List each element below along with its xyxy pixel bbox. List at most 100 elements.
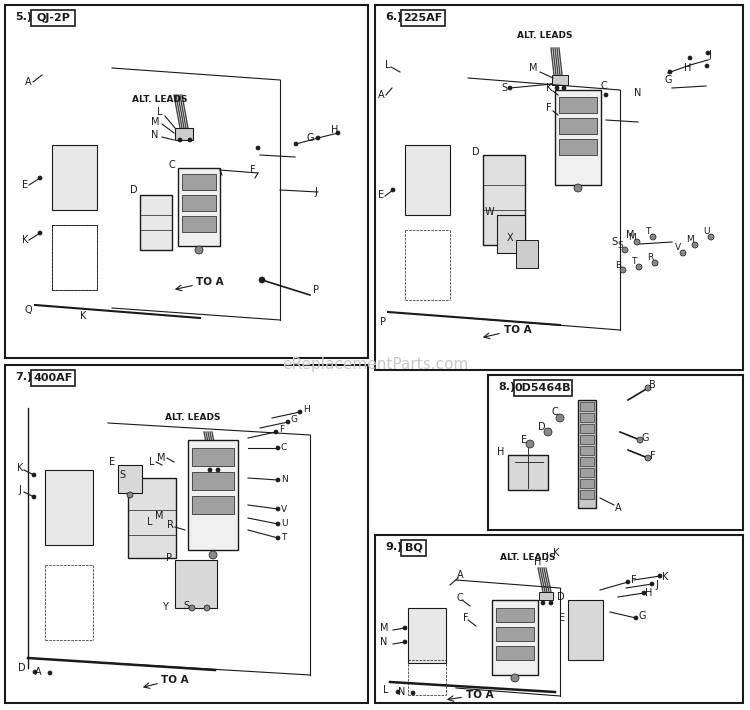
Text: K: K	[16, 463, 23, 473]
Circle shape	[256, 146, 260, 150]
Text: 225AF: 225AF	[404, 13, 442, 23]
Text: P: P	[313, 285, 319, 295]
Bar	[401, 10, 445, 26]
Circle shape	[38, 176, 42, 180]
Text: F: F	[632, 575, 637, 585]
Polygon shape	[390, 65, 468, 318]
Text: S: S	[501, 83, 507, 93]
Bar	[31, 370, 75, 386]
Circle shape	[688, 56, 692, 60]
Bar	[555, 90, 601, 185]
Polygon shape	[38, 55, 112, 308]
Polygon shape	[38, 302, 57, 310]
Text: V: V	[281, 505, 287, 513]
Circle shape	[33, 670, 37, 674]
Circle shape	[127, 492, 133, 498]
Polygon shape	[176, 470, 184, 566]
Text: M: M	[626, 230, 634, 240]
Text: H: H	[684, 63, 692, 73]
Polygon shape	[178, 128, 188, 140]
Text: W: W	[484, 207, 494, 217]
Text: D: D	[18, 663, 26, 673]
Bar	[492, 600, 538, 675]
Circle shape	[556, 414, 564, 422]
Circle shape	[32, 495, 36, 499]
Text: D: D	[538, 422, 546, 432]
Bar	[118, 465, 142, 493]
Circle shape	[708, 234, 714, 240]
Circle shape	[604, 93, 608, 97]
Bar	[5, 365, 368, 703]
Polygon shape	[30, 410, 108, 663]
Polygon shape	[392, 572, 456, 688]
Text: E: E	[109, 457, 115, 467]
Bar	[192, 448, 234, 466]
Text: M: M	[686, 236, 694, 244]
Text: TO A: TO A	[504, 325, 532, 335]
Polygon shape	[640, 95, 668, 155]
Text: D: D	[557, 592, 565, 602]
Bar	[31, 10, 75, 26]
Text: ALT. LEADS: ALT. LEADS	[500, 554, 556, 562]
Text: A: A	[34, 667, 41, 677]
Text: TO A: TO A	[161, 675, 189, 685]
Text: A: A	[457, 570, 464, 580]
Bar	[52, 145, 97, 210]
Text: BQ: BQ	[405, 543, 422, 553]
Text: F: F	[650, 451, 656, 461]
Text: K: K	[22, 235, 28, 245]
Circle shape	[396, 690, 400, 694]
Bar	[539, 592, 553, 600]
Bar	[483, 155, 525, 245]
Circle shape	[692, 242, 698, 248]
Bar	[580, 413, 594, 422]
Polygon shape	[390, 307, 407, 315]
Polygon shape	[553, 75, 563, 87]
Text: Y: Y	[162, 602, 168, 612]
Text: K: K	[662, 572, 668, 582]
Bar	[52, 225, 97, 290]
Bar	[580, 490, 594, 499]
Text: H: H	[534, 557, 542, 567]
Text: L: L	[149, 457, 155, 467]
Polygon shape	[492, 593, 544, 600]
Text: P: P	[380, 317, 386, 327]
Bar	[497, 215, 525, 253]
Text: C: C	[457, 593, 464, 603]
Text: H: H	[645, 588, 652, 598]
Polygon shape	[538, 593, 544, 682]
Polygon shape	[217, 553, 223, 615]
Bar	[559, 139, 597, 155]
Circle shape	[620, 267, 626, 273]
Text: A: A	[378, 90, 385, 100]
Bar	[175, 128, 193, 140]
Bar	[140, 195, 172, 250]
Text: L: L	[383, 685, 388, 695]
Bar	[192, 496, 234, 514]
Polygon shape	[640, 228, 672, 262]
Circle shape	[680, 250, 686, 256]
Text: B: B	[615, 261, 621, 270]
Bar	[559, 118, 597, 134]
Text: S: S	[617, 241, 622, 249]
Text: ALT. LEADS: ALT. LEADS	[518, 31, 573, 40]
Text: G: G	[664, 75, 672, 85]
Circle shape	[276, 446, 280, 450]
Bar	[496, 627, 534, 641]
Bar	[405, 145, 450, 215]
Circle shape	[259, 277, 265, 283]
Text: E: E	[378, 190, 384, 200]
Circle shape	[634, 239, 640, 245]
Circle shape	[645, 455, 651, 461]
Polygon shape	[497, 209, 531, 215]
Bar	[580, 446, 594, 455]
Text: TO A: TO A	[466, 690, 494, 700]
Circle shape	[276, 536, 280, 540]
Text: M: M	[151, 117, 159, 127]
Circle shape	[178, 138, 182, 142]
Bar	[408, 608, 446, 663]
Circle shape	[208, 468, 212, 472]
Polygon shape	[548, 449, 554, 496]
Text: Q: Q	[24, 305, 32, 315]
Circle shape	[622, 247, 628, 253]
